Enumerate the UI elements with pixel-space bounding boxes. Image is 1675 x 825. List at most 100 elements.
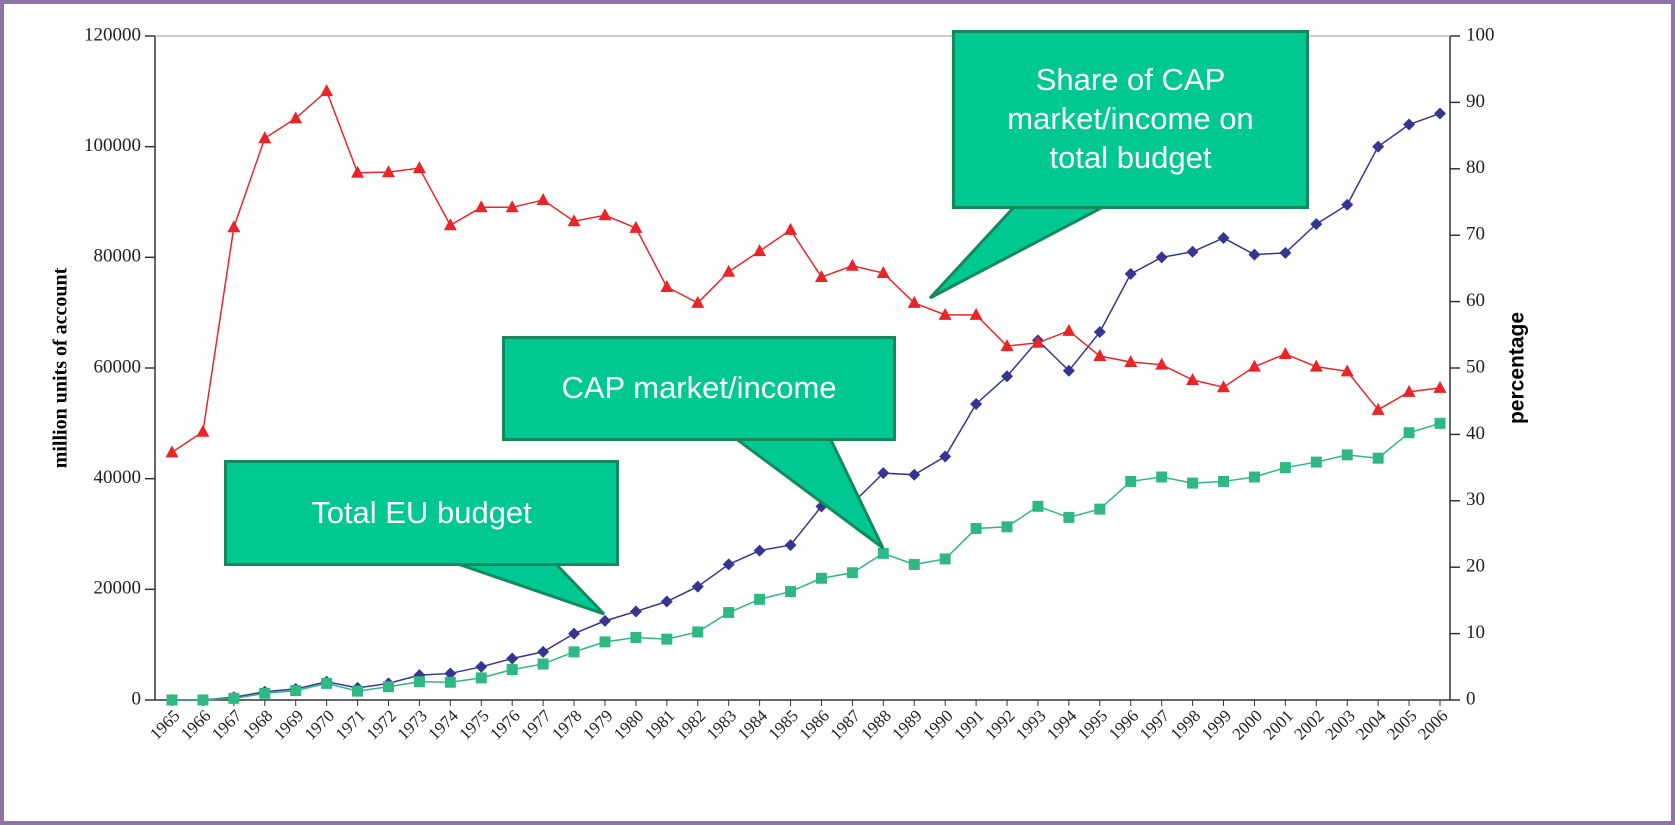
data-point [1093, 349, 1107, 362]
data-point [876, 266, 890, 279]
data-point [1124, 355, 1138, 368]
x-tick-label: 1986 [796, 706, 833, 743]
data-point [785, 586, 797, 598]
data-point [877, 547, 889, 559]
data-point [1032, 500, 1044, 512]
data-point [938, 307, 952, 320]
x-tick-label: 1974 [424, 706, 462, 744]
data-point [1433, 380, 1447, 393]
data-point [444, 667, 457, 680]
x-tick-label: 2004 [1352, 706, 1390, 744]
y-tick-label: 120000 [84, 24, 141, 45]
data-point [1310, 218, 1323, 231]
data-point [474, 200, 488, 213]
data-point [846, 567, 858, 579]
data-point [691, 295, 705, 308]
data-point [970, 397, 983, 410]
x-tick-label: 1991 [950, 706, 987, 743]
x-tick-label: 2003 [1321, 706, 1358, 743]
data-point [1434, 107, 1446, 120]
data-point [1247, 359, 1261, 372]
x-tick-label: 2006 [1414, 706, 1451, 743]
data-point [568, 627, 581, 640]
data-point [475, 672, 487, 684]
x-tick-label: 1981 [641, 706, 678, 743]
y2-tick-label: 50 [1466, 356, 1485, 377]
data-point [413, 676, 425, 688]
x-tick-label: 2000 [1229, 706, 1266, 743]
data-point [629, 220, 643, 233]
data-point [1341, 449, 1353, 461]
data-point [475, 660, 488, 673]
data-point [1001, 521, 1013, 533]
x-tick-label: 1973 [394, 706, 431, 743]
y2-tick-label: 60 [1466, 290, 1485, 311]
y-tick-label: 20000 [94, 578, 142, 599]
x-tick-label: 1985 [765, 706, 802, 743]
data-point [381, 165, 395, 178]
data-point [228, 692, 240, 704]
data-point [907, 295, 921, 308]
x-tick-label: 2005 [1383, 706, 1420, 743]
y2-tick-label: 100 [1466, 24, 1495, 45]
data-point [1062, 364, 1075, 377]
y-axis-label: million units of account [50, 267, 72, 468]
data-point [815, 572, 827, 584]
y-tick-label: 40000 [94, 467, 142, 488]
x-tick-label: 1977 [517, 706, 555, 744]
data-point [660, 595, 673, 608]
y2-tick-label: 90 [1466, 91, 1485, 112]
data-point [1340, 364, 1354, 377]
callout: Share of CAP market/income on total budg… [952, 30, 1309, 209]
data-point [537, 658, 549, 670]
data-point [1278, 347, 1292, 360]
y-tick-label: 100000 [84, 135, 141, 156]
y2-axis-label: percentage [1506, 312, 1529, 424]
x-tick-label: 1968 [239, 706, 276, 743]
x-tick-label: 1992 [981, 706, 1018, 743]
data-point [1341, 198, 1354, 211]
data-point [1248, 471, 1260, 483]
data-point [506, 652, 519, 665]
callout-tail [928, 204, 1106, 300]
data-point [969, 307, 983, 320]
data-point [196, 424, 210, 437]
data-point [845, 258, 859, 271]
y-tick-label: 0 [132, 688, 142, 709]
data-point [1371, 402, 1385, 415]
data-point [567, 214, 581, 227]
x-tick-label: 1990 [919, 706, 956, 743]
x-tick-label: 1998 [1167, 706, 1204, 743]
x-tick-label: 1972 [363, 706, 400, 743]
x-tick-label: 1999 [1198, 706, 1235, 743]
data-point [814, 270, 828, 283]
y-tick-label: 80000 [94, 246, 142, 267]
data-point [1155, 357, 1169, 370]
data-point [412, 161, 426, 174]
x-tick-label: 1988 [857, 706, 894, 743]
data-point [320, 84, 334, 97]
data-point [351, 165, 365, 178]
y2-tick-label: 20 [1466, 556, 1485, 577]
data-point [691, 580, 704, 593]
data-point [1434, 417, 1446, 429]
data-point [197, 694, 209, 706]
data-point [1124, 267, 1137, 280]
data-point [1218, 475, 1230, 487]
data-point [877, 467, 890, 480]
data-point [723, 607, 735, 619]
x-tick-label: 1993 [1012, 706, 1049, 743]
data-point [1187, 477, 1199, 489]
data-point [1402, 384, 1416, 397]
data-point [939, 450, 952, 463]
data-point [1372, 140, 1385, 153]
data-point [1000, 339, 1014, 352]
data-point [1217, 380, 1231, 393]
data-point [537, 645, 550, 658]
data-point [1062, 323, 1076, 336]
data-point [784, 539, 797, 552]
data-point [1279, 246, 1292, 259]
data-point [1156, 471, 1168, 483]
x-tick-label: 1987 [827, 706, 865, 744]
data-point [1372, 452, 1384, 464]
